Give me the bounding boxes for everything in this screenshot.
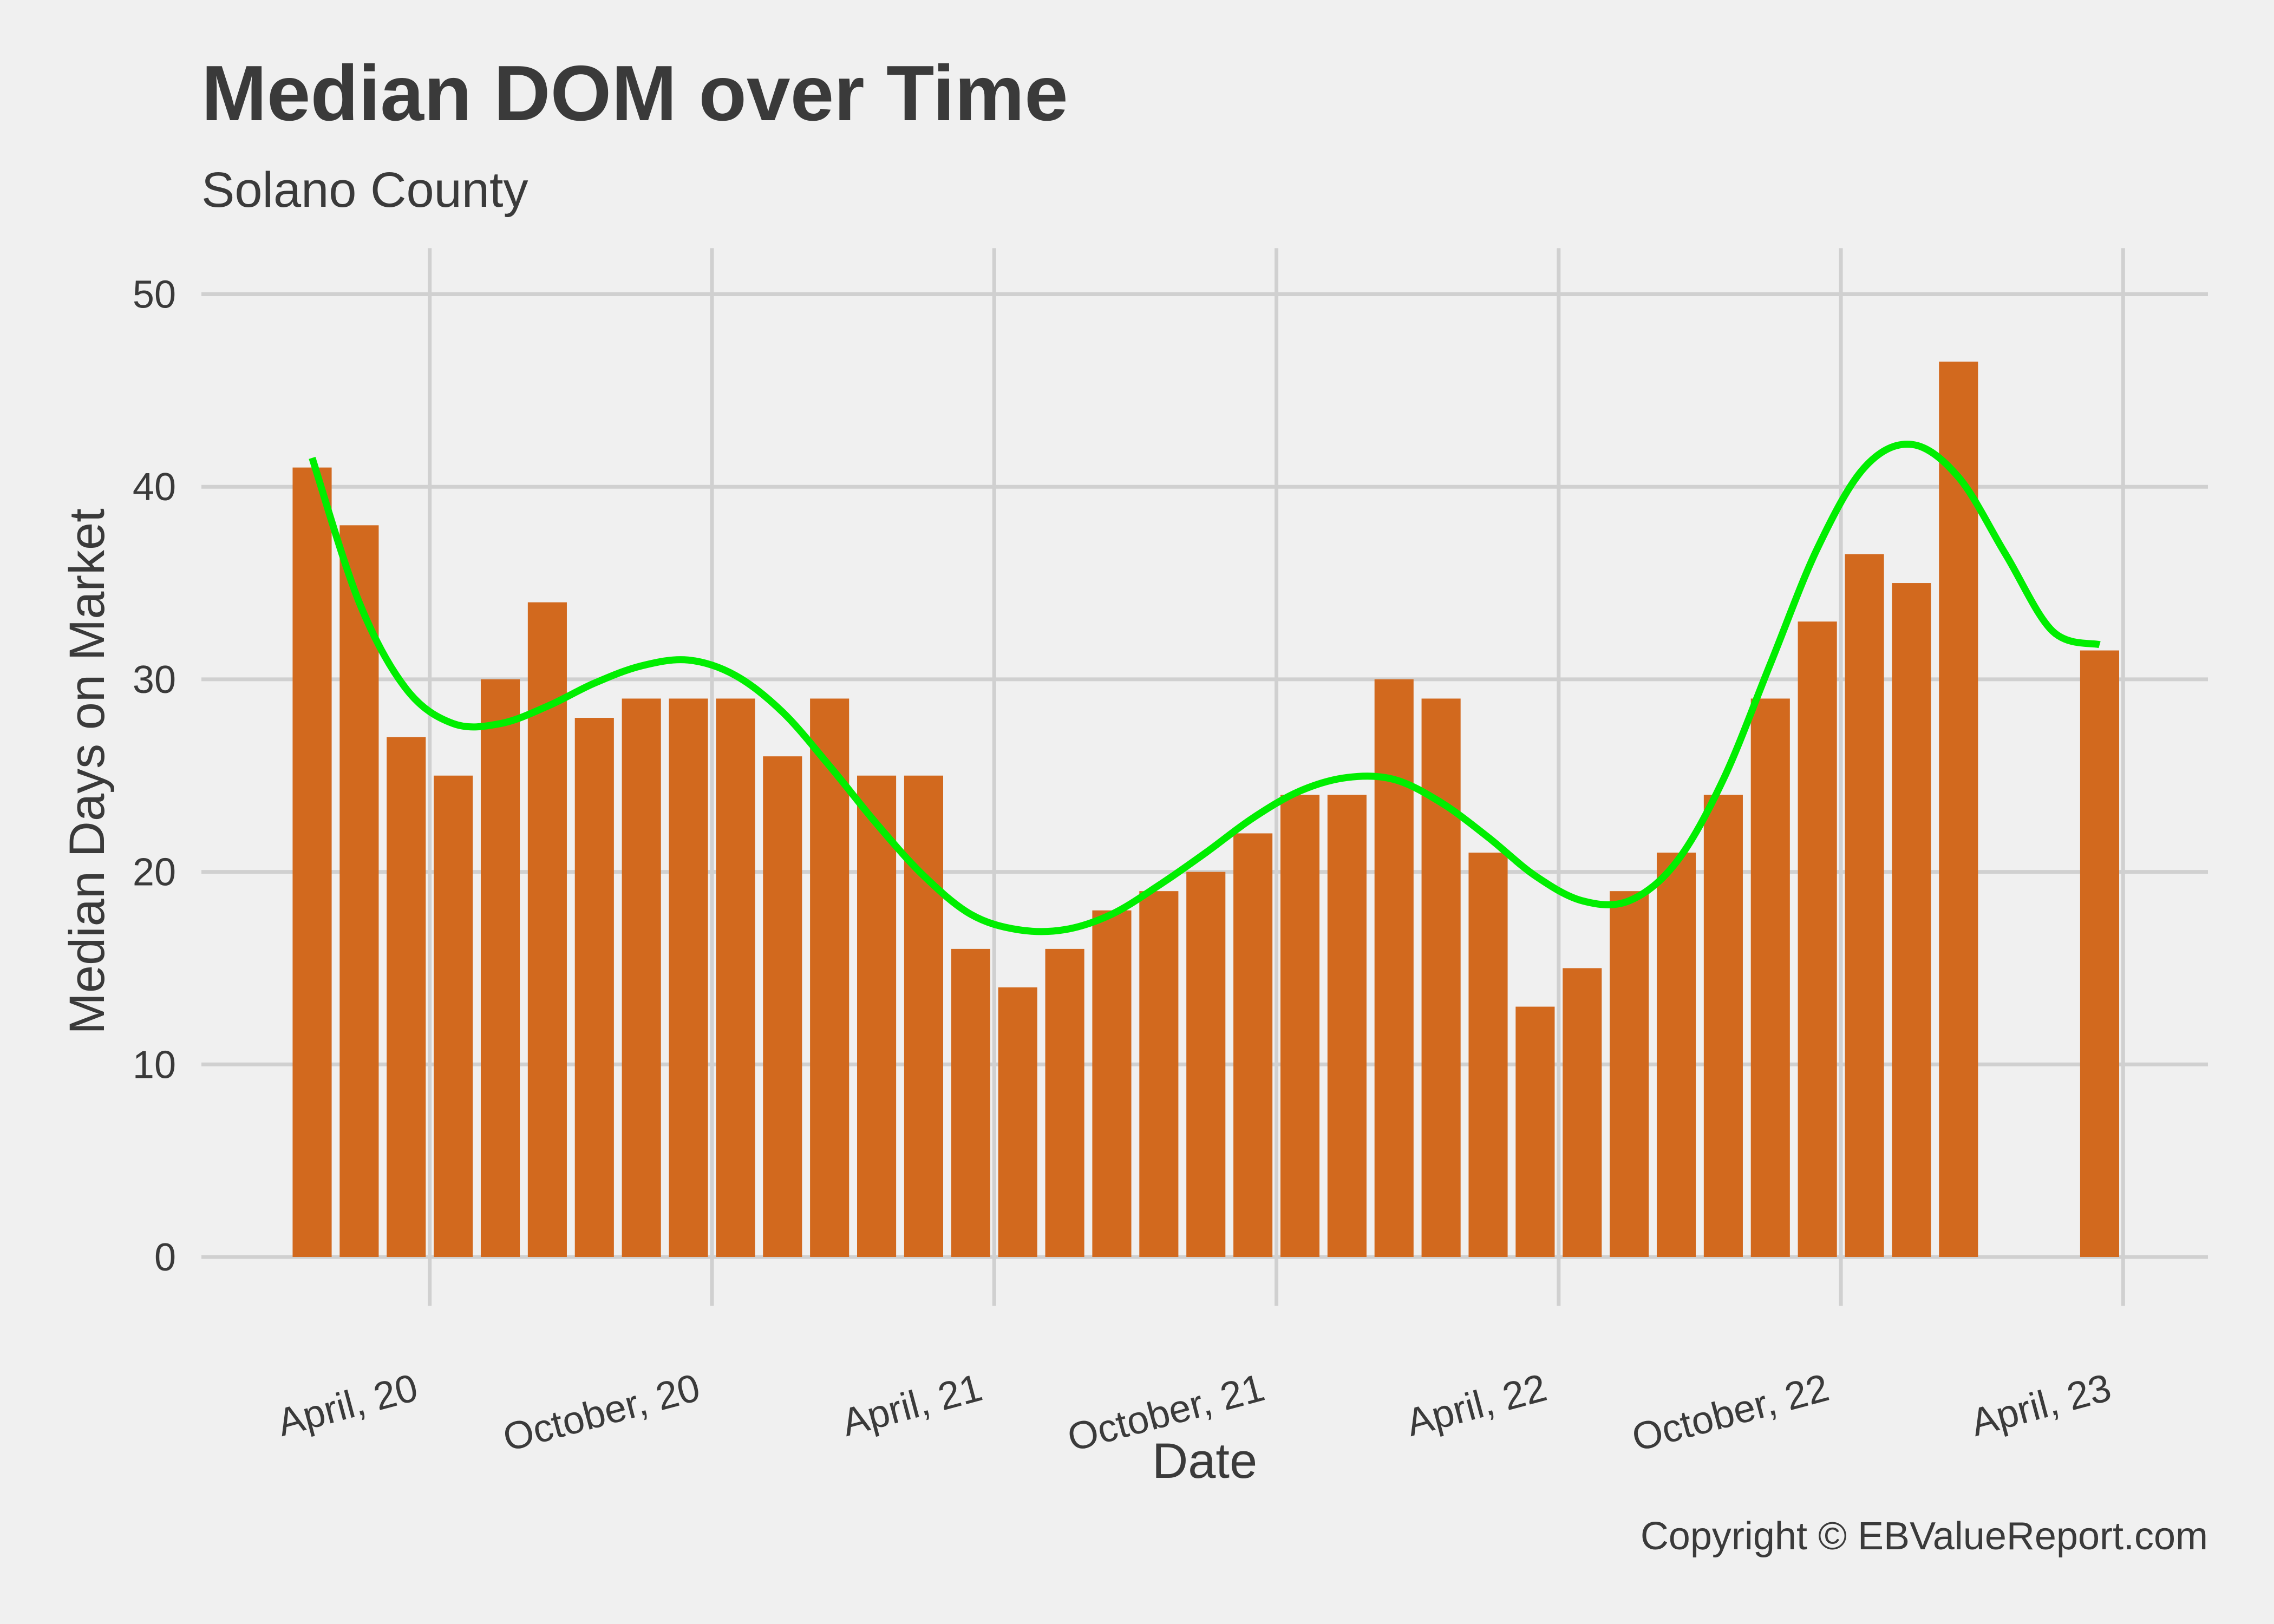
bar [1892,583,1931,1257]
bar [998,987,1037,1257]
chart-subtitle: Solano County [201,162,528,218]
bar [1280,795,1320,1257]
y-tick-label: 20 [133,851,176,894]
chart-title: Median DOM over Time [201,49,1068,137]
y-tick-label: 50 [133,273,176,317]
bar [1092,910,1132,1257]
bar [1939,361,1978,1257]
bar [1798,621,1837,1257]
bar [1515,1006,1555,1257]
bar [1845,554,1884,1257]
bar [1327,795,1367,1257]
smooth-trend-line [309,441,2101,935]
bar [1045,948,1084,1257]
bar [1186,872,1226,1257]
bar [857,775,897,1257]
copyright-caption: Copyright © EBValueReport.com [1641,1515,2208,1558]
bar [669,698,708,1257]
y-axis-ticks: 0 10 20 30 40 50 [133,273,176,1280]
bar [1563,968,1602,1257]
bar [574,718,614,1257]
bar [387,737,426,1257]
bar [1139,891,1179,1257]
y-tick-label: 40 [133,466,176,509]
bar [1233,833,1273,1257]
bar [763,756,802,1257]
x-axis-title: Date [1152,1433,1257,1489]
bar [1656,853,1696,1257]
bar [951,948,990,1257]
y-axis-title: Median Days on Market [60,508,115,1034]
bar [1421,698,1461,1257]
bar [1374,679,1414,1257]
smooth-line-layer [309,441,2101,935]
bar [622,698,661,1257]
y-tick-label: 30 [133,658,176,702]
bar [1750,698,1790,1257]
bar [1610,891,1649,1257]
bar [480,679,520,1257]
bar [904,775,943,1257]
bar [1703,795,1743,1257]
bar [1468,853,1508,1257]
bar [810,698,850,1257]
y-tick-label: 10 [133,1043,176,1086]
bar [292,467,332,1257]
bar [434,775,473,1257]
bars [292,361,2119,1257]
bar [2080,650,2119,1257]
bar [339,525,379,1257]
y-tick-label: 0 [154,1236,176,1279]
bar [716,698,755,1257]
